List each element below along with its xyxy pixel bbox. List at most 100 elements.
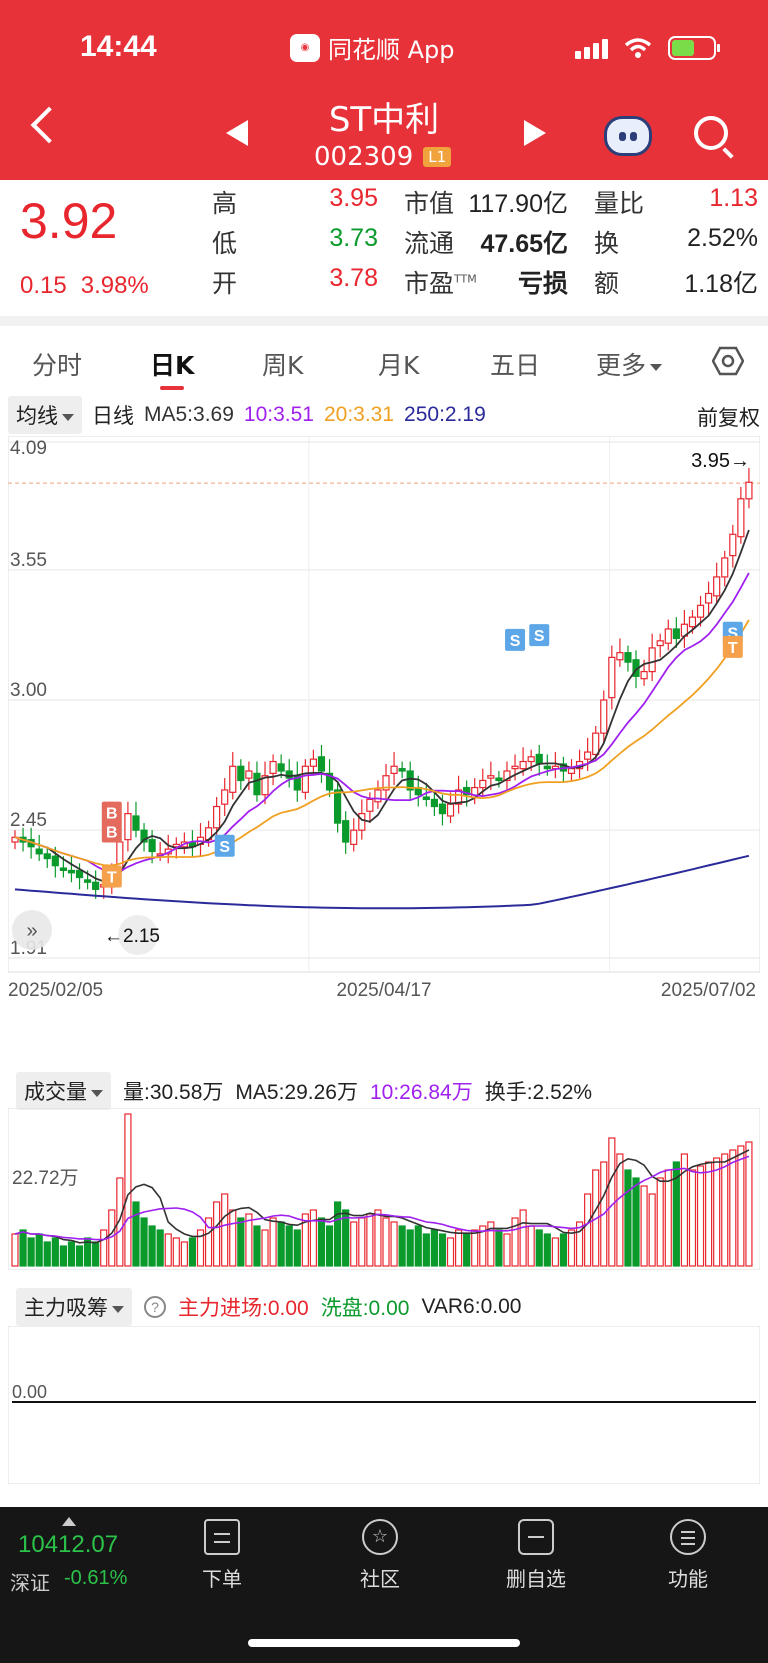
prev-stock-arrow-icon[interactable] xyxy=(226,120,248,146)
candle-body xyxy=(140,829,148,843)
expand-up-icon[interactable] xyxy=(62,1517,76,1526)
chart-settings-hexagon-icon[interactable] xyxy=(712,346,744,376)
volume-bar xyxy=(495,1229,503,1267)
stock-code-row: 002309 L1 xyxy=(314,142,452,172)
candle-body xyxy=(648,647,656,673)
candle-body xyxy=(535,753,543,765)
signal-marker-label: S xyxy=(727,626,738,643)
indicator-legend-row: 主力吸筹 ? 主力进场:0.00 洗盘:0.00 VAR6:0.00 xyxy=(16,1288,521,1326)
indicator-zero-label: 0.00 xyxy=(12,1382,47,1402)
tab-five-day[interactable]: 五日 xyxy=(490,351,541,380)
sub-indicator-selector[interactable]: 主力吸筹 xyxy=(16,1288,132,1326)
volume-ma5: MA5:29.26万 xyxy=(235,1081,358,1104)
pe-value: 亏损 xyxy=(517,270,568,298)
candle-body xyxy=(390,765,398,774)
signal-marker-label: S xyxy=(510,633,521,650)
volume-selector[interactable]: 成交量 xyxy=(16,1072,111,1110)
candle-body xyxy=(592,732,600,756)
candle-body xyxy=(253,772,261,796)
functions-button[interactable]: 功能 xyxy=(638,1519,738,1592)
candle-body xyxy=(269,760,277,774)
volume-bar xyxy=(406,1229,414,1267)
volume-bar xyxy=(325,1225,334,1267)
volume-bar xyxy=(350,1221,358,1267)
volume-bar xyxy=(680,1153,689,1267)
volume-bar xyxy=(454,1229,463,1267)
volume-bar xyxy=(374,1209,382,1267)
candle-body xyxy=(479,779,487,789)
indicator-selector-label: 均线 xyxy=(16,405,58,428)
price-adjust-mode[interactable]: 前复权 xyxy=(697,406,760,430)
volume-bar xyxy=(713,1157,721,1267)
status-time: 14:44 xyxy=(80,30,157,63)
volume-bar xyxy=(358,1217,366,1267)
candle-body xyxy=(277,763,285,772)
open-label: 开 xyxy=(212,269,238,298)
candle-body xyxy=(261,775,269,796)
ma-legend-row: 均线 日线 MA5:3.69 10:3.51 20:3.31 250:2.19 xyxy=(8,396,486,434)
index-value[interactable]: 10412.07 xyxy=(18,1531,119,1558)
candle-body xyxy=(664,628,672,644)
volume-bar xyxy=(479,1225,487,1267)
tab-monthly-k[interactable]: 月K xyxy=(378,351,420,380)
candle-body xyxy=(705,592,713,604)
signal-marker-label: S xyxy=(534,628,545,645)
volume-bar xyxy=(35,1233,43,1267)
index-change: -0.61% xyxy=(64,1567,128,1589)
volume-bar xyxy=(172,1237,180,1267)
volume-bar xyxy=(204,1217,213,1267)
volume-legend-row: 成交量 量:30.58万 MA5:29.26万 10:26.84万 换手:2.5… xyxy=(16,1072,592,1110)
candlestick-chart[interactable]: 4.093.553.002.451.913.95→BBSSSSTT»←2.152… xyxy=(8,436,760,1036)
candle-body xyxy=(438,803,447,815)
candle-body xyxy=(688,616,697,628)
tab-weekly-k[interactable]: 周K xyxy=(262,351,304,380)
order-button[interactable]: 下单 xyxy=(172,1519,272,1592)
tab-daily-k[interactable]: 日K xyxy=(150,351,195,380)
sub-indicator-label: 主力吸筹 xyxy=(24,1297,108,1320)
candle-body xyxy=(366,798,374,812)
community-label: 社区 xyxy=(360,1567,400,1591)
candle-body xyxy=(213,805,221,829)
tab-intraday[interactable]: 分时 xyxy=(32,351,83,380)
tab-more[interactable]: 更多 xyxy=(596,346,663,382)
cellular-signal-icon xyxy=(575,37,608,59)
community-button[interactable]: ☆ 社区 xyxy=(330,1519,430,1592)
market-cap-label: 市值 xyxy=(404,189,455,218)
volume-bar xyxy=(672,1161,680,1267)
indicator-chart: 0.00 xyxy=(8,1326,760,1484)
volume-bar xyxy=(656,1177,664,1267)
help-icon[interactable]: ? xyxy=(144,1296,166,1318)
signal-marker-label: S xyxy=(219,839,230,856)
candle-body xyxy=(487,775,495,779)
volume-bar xyxy=(616,1153,624,1267)
search-icon[interactable] xyxy=(694,116,728,150)
order-label: 下单 xyxy=(202,1567,242,1591)
remove-watchlist-button[interactable]: 删自选 xyxy=(486,1519,586,1592)
y-tick-label: 3.00 xyxy=(10,680,47,701)
stock-name: ST中利 xyxy=(328,100,440,140)
candle-body xyxy=(301,765,309,793)
volume-bar xyxy=(67,1241,76,1267)
volume-bar xyxy=(729,1149,737,1267)
candle-body xyxy=(285,770,293,779)
volume-bar xyxy=(430,1229,438,1267)
volume-bar xyxy=(446,1237,455,1267)
remove-minus-icon xyxy=(518,1519,554,1555)
change-percent: 3.98% xyxy=(80,272,149,299)
indicator-selector[interactable]: 均线 xyxy=(8,396,82,434)
candle-body xyxy=(745,481,753,500)
ai-assistant-robot-icon[interactable] xyxy=(604,116,652,156)
turnover-value: 2.52% xyxy=(687,224,758,252)
volume-value: 量:30.58万 xyxy=(123,1081,224,1104)
volume-bar xyxy=(317,1217,326,1267)
change-value: 0.15 xyxy=(20,272,67,299)
volume-bar xyxy=(551,1237,559,1267)
next-stock-arrow-icon[interactable] xyxy=(524,120,546,146)
volume-bar xyxy=(261,1229,269,1267)
candle-body xyxy=(527,756,535,763)
candle-body xyxy=(342,820,350,843)
volume-bar xyxy=(608,1137,616,1267)
candle-body xyxy=(148,839,156,853)
main-in-value: 主力进场:0.00 xyxy=(178,1297,309,1320)
volume-bar xyxy=(543,1233,551,1267)
